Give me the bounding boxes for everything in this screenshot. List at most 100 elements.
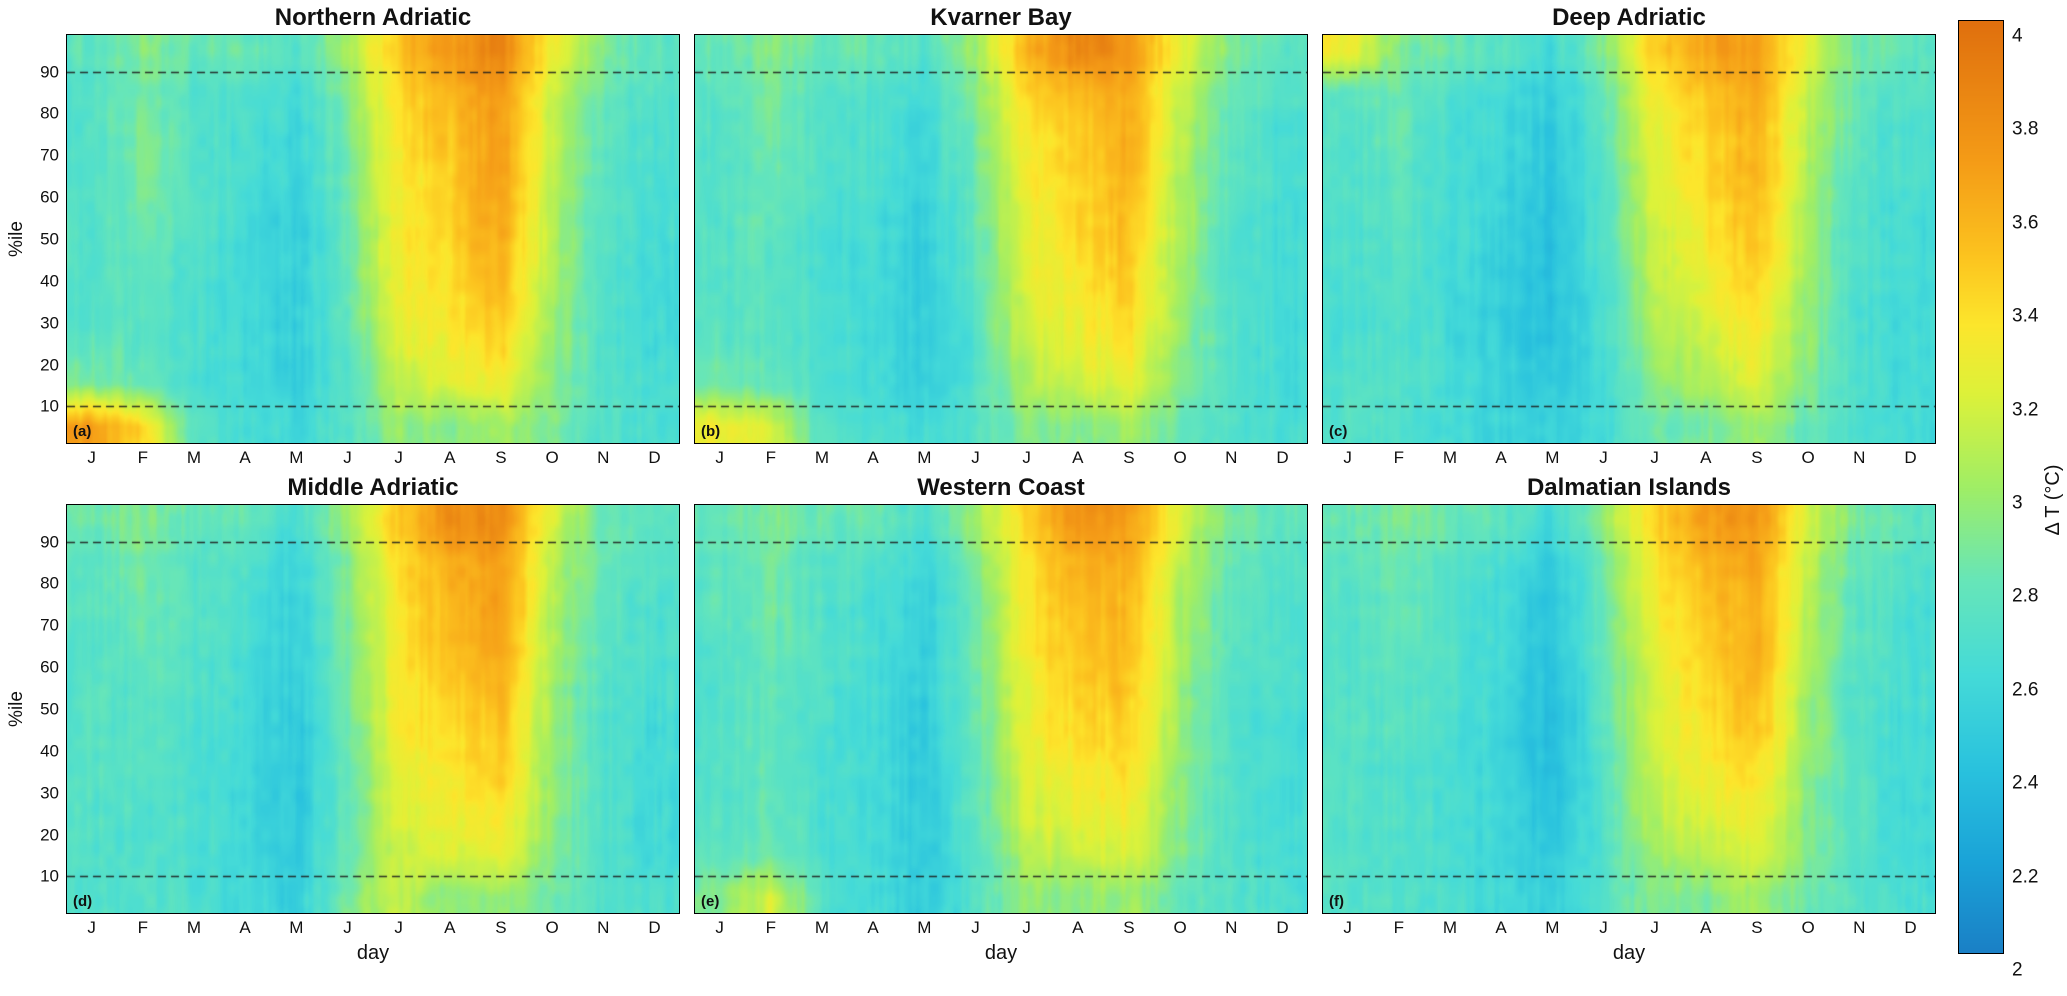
- y-tick: 80: [40, 573, 59, 593]
- heatmap-canvas: [695, 35, 1307, 443]
- x-tick: S: [495, 918, 507, 937]
- colorbar-tick: 2.2: [2012, 866, 2039, 888]
- colorbar-gradient: [1958, 20, 2004, 954]
- x-tick: N: [1853, 918, 1866, 937]
- x-tick: J: [1343, 918, 1352, 937]
- x-tick: A: [239, 448, 251, 467]
- x-tick: O: [1173, 918, 1187, 937]
- x-tick: A: [444, 918, 456, 937]
- y-tick: 80: [40, 103, 59, 123]
- y-tick: 10: [40, 866, 59, 886]
- panel-title: Dalmatian Islands: [1526, 474, 1732, 501]
- y-tick: 30: [40, 313, 59, 333]
- panel-row-bottom: %ile 10 20 30 40 50 60 70 80 90 Middle Adriatic …: [4, 474, 1950, 970]
- x-tick: A: [1700, 448, 1712, 467]
- x-tick: A: [867, 918, 879, 937]
- heatmap-plot-area: (c): [1322, 34, 1936, 444]
- colorbar-label: Δ T (°C): [2042, 464, 2064, 536]
- panel-title: Northern Adriatic: [274, 4, 472, 31]
- x-tick: N: [1225, 448, 1238, 467]
- panel-western-coast: Western Coast (e) J F M A M J J A S O N D day: [694, 474, 1308, 970]
- y-axis-ticks-top: 10 20 30 40 50 60 70 80 90: [30, 34, 66, 444]
- colorbar-tick: 2: [2012, 959, 2023, 981]
- x-tick: S: [1123, 918, 1135, 937]
- y-tick: 30: [40, 783, 59, 803]
- x-tick: O: [1173, 448, 1187, 467]
- x-tick: N: [597, 448, 610, 467]
- x-tick: S: [495, 448, 507, 467]
- y-tick: 40: [40, 271, 59, 291]
- heatmap-canvas: [1323, 505, 1935, 913]
- heatmap-plot-area: (b): [694, 34, 1308, 444]
- x-tick: D: [1276, 918, 1289, 937]
- panel-title: Deep Adriatic: [1552, 4, 1706, 31]
- y-axis-label-wrap-top: %ile: [4, 34, 30, 444]
- x-axis-label: day: [356, 942, 390, 964]
- x-tick: J: [1343, 448, 1352, 467]
- x-tick: S: [1751, 448, 1763, 467]
- x-tick: F: [765, 918, 776, 937]
- panel-tag: (f): [1329, 893, 1344, 910]
- x-tick: F: [1393, 448, 1404, 467]
- y-tick: 70: [40, 615, 59, 635]
- x-tick: A: [867, 448, 879, 467]
- y-tick: 10: [40, 396, 59, 416]
- x-tick: J: [1022, 918, 1031, 937]
- x-tick: O: [545, 448, 559, 467]
- colorbar-tick: 2.8: [2012, 585, 2039, 607]
- colorbar-tick: 2.4: [2012, 772, 2039, 794]
- x-tick: A: [239, 918, 251, 937]
- x-tick: J: [343, 918, 352, 937]
- panel-tag: (c): [1329, 423, 1348, 440]
- x-tick: M: [1545, 918, 1560, 937]
- x-tick: D: [648, 448, 661, 467]
- x-tick: S: [1751, 918, 1763, 937]
- panel-tag: (a): [73, 423, 92, 440]
- colorbar-tick: 3.4: [2012, 305, 2039, 327]
- colorbar-tick: 3.8: [2012, 118, 2039, 140]
- y-tick: 20: [40, 355, 59, 374]
- x-tick: A: [1495, 448, 1507, 467]
- x-tick: J: [715, 448, 724, 467]
- x-tick: F: [1393, 918, 1404, 937]
- x-tick: M: [289, 448, 304, 467]
- panel-tag: (b): [701, 423, 721, 440]
- colorbar: 2 2.2 2.4 2.6 2.8 3 3.2 3.4 3.6 3.8 4 Δ T (°C): [1958, 4, 2067, 996]
- panel-title: Western Coast: [917, 474, 1085, 501]
- panel-tag: (d): [73, 893, 93, 910]
- panel-title: Kvarner Bay: [930, 4, 1072, 31]
- x-tick: O: [545, 918, 559, 937]
- panel-kvarner-bay: Kvarner Bay (b) J F M A M J J A S O N D: [694, 4, 1308, 470]
- panel-row-top: %ile 10 20 30 40 50 60 70 80 90 Northern Adriati…: [4, 4, 1950, 470]
- x-tick: J: [394, 918, 403, 937]
- panels-grid: %ile 10 20 30 40 50 60 70 80 90 Northern Adriati…: [4, 4, 1950, 996]
- y-tick: 50: [40, 229, 59, 249]
- heatmap-canvas: [1323, 35, 1935, 443]
- x-tick: M: [814, 448, 830, 467]
- heatmap-plot-area: (f): [1322, 504, 1936, 914]
- y-tick: 90: [40, 532, 59, 552]
- x-tick: J: [1650, 918, 1659, 937]
- colorbar-tick: 2.6: [2012, 679, 2039, 701]
- x-tick: M: [186, 918, 202, 937]
- x-tick: A: [444, 448, 456, 467]
- y-tick: 60: [40, 187, 59, 207]
- x-tick: A: [1495, 918, 1507, 937]
- x-tick: F: [137, 918, 148, 937]
- x-tick: J: [394, 448, 403, 467]
- x-tick: J: [343, 448, 352, 467]
- x-axis-label: day: [984, 942, 1018, 964]
- x-tick: M: [814, 918, 830, 937]
- heatmap-canvas: [695, 505, 1307, 913]
- x-tick: M: [1545, 448, 1560, 467]
- y-tick: 90: [40, 62, 59, 82]
- y-tick: 40: [40, 741, 59, 761]
- x-tick: J: [1022, 448, 1031, 467]
- x-tick: J: [971, 918, 980, 937]
